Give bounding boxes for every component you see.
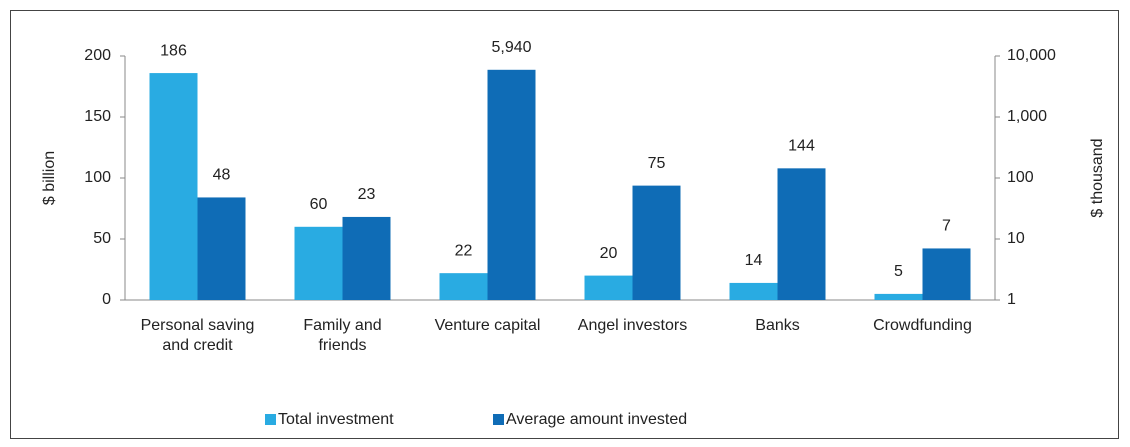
- y2-tick-label: 1,000: [1007, 108, 1047, 125]
- data-label: 22: [455, 242, 473, 259]
- bar: [922, 248, 971, 300]
- y-axis-label: $ billion: [41, 151, 58, 205]
- bar: [342, 216, 391, 300]
- x-tick-label: Family and friends: [303, 317, 382, 354]
- data-label: 5,940: [491, 39, 531, 56]
- data-label: 48: [213, 167, 231, 184]
- y-tick-label: 100: [84, 169, 111, 186]
- y-tick-label: 150: [84, 108, 111, 125]
- legend-label: Average amount invested: [506, 411, 687, 428]
- y-tick-label: 50: [93, 230, 111, 247]
- legend-label: Total investment: [278, 411, 394, 428]
- data-label: 75: [648, 155, 666, 172]
- bar: [632, 185, 681, 300]
- data-label: 23: [358, 186, 376, 203]
- x-tick-label: Personal saving and credit: [140, 317, 255, 354]
- bar: [584, 275, 633, 300]
- y2-tick-label: 100: [1007, 169, 1034, 186]
- bar: [777, 168, 826, 300]
- y2-axis-label: $ thousand: [1089, 138, 1106, 217]
- y2-tick-label: 1: [1007, 291, 1016, 308]
- legend-swatch: [493, 414, 504, 425]
- bar: [439, 273, 488, 300]
- x-tick-label: Venture capital: [434, 317, 541, 334]
- x-tick-label: Crowdfunding: [873, 317, 972, 334]
- y2-tick-label: 10,000: [1007, 47, 1056, 64]
- data-label: 60: [310, 196, 328, 213]
- y-tick-label: 200: [84, 47, 111, 64]
- data-label: 20: [600, 245, 618, 262]
- frame: [10, 10, 1119, 439]
- bar: [874, 293, 923, 300]
- data-label: 5: [894, 263, 903, 280]
- y-tick-label: 0: [102, 291, 111, 308]
- y2-tick-label: 10: [1007, 230, 1025, 247]
- bar: [729, 282, 778, 300]
- data-label: 186: [160, 42, 187, 59]
- bar: [197, 197, 246, 300]
- bar: [294, 226, 343, 300]
- data-label: 14: [745, 252, 763, 269]
- bar: [487, 69, 536, 300]
- bar: [149, 73, 198, 300]
- data-label: 7: [942, 218, 951, 235]
- x-tick-label: Angel investors: [577, 317, 688, 334]
- x-tick-label: Banks: [755, 317, 800, 334]
- data-label: 144: [788, 138, 815, 155]
- legend-swatch: [265, 414, 276, 425]
